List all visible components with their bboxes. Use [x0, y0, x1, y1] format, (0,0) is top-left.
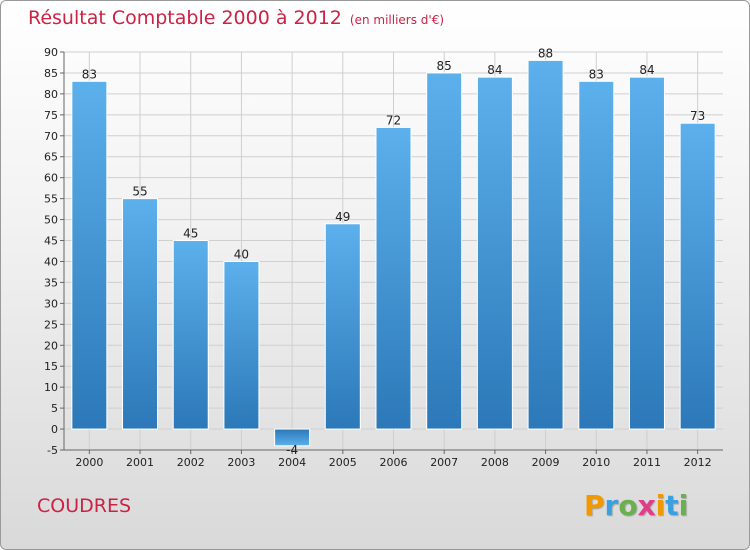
data-label-2009: 88: [538, 46, 553, 60]
y-tick-label: 65: [44, 151, 58, 164]
data-label-2008: 84: [487, 63, 502, 77]
chart-title: Résultat Comptable 2000 à 2012 (en millie…: [28, 7, 444, 29]
y-tick-label: 85: [44, 67, 58, 80]
y-tick-label: -5: [47, 444, 58, 457]
x-tick-label: 2007: [430, 456, 458, 469]
logo-letter: i: [678, 489, 689, 522]
bar-2006: [375, 126, 412, 430]
logo-letter: o: [618, 489, 638, 522]
bar-2002: [172, 240, 209, 430]
y-tick-label: 35: [44, 276, 58, 289]
x-tick-label: 2012: [684, 456, 712, 469]
y-tick-label: 80: [44, 88, 58, 101]
data-label-2005: 49: [335, 210, 350, 224]
x-tick-label: 2009: [532, 456, 560, 469]
place-name: COUDRES: [37, 495, 132, 517]
bar-2008: [476, 76, 513, 430]
data-label-2006: 72: [386, 113, 401, 127]
bar-2007: [426, 72, 463, 430]
data-label-2010: 83: [589, 67, 604, 81]
x-tick-label: 2004: [278, 456, 306, 469]
y-tick-label: 60: [44, 172, 58, 185]
proxiti-logo: Proxiti: [584, 489, 688, 522]
y-tick-label: 75: [44, 109, 58, 122]
bar-2005: [324, 223, 361, 430]
logo-letter: i: [655, 489, 666, 522]
y-tick-label: 30: [44, 297, 58, 310]
bar-2010: [578, 80, 615, 430]
x-tick-label: 2001: [126, 456, 154, 469]
data-label-2002: 45: [183, 227, 198, 241]
y-tick-label: 10: [44, 381, 58, 394]
y-tick-label: 15: [44, 360, 58, 373]
chart-subtitle: (en milliers d'€): [349, 13, 445, 27]
y-tick-label: 90: [44, 46, 58, 59]
y-tick-label: 40: [44, 255, 58, 268]
bar-2001: [122, 198, 159, 430]
bar-2004: [274, 428, 311, 447]
axis-layer: -5 0 5 10 15 20 25 30 35 40 45 50 55 60 65 70 75 80 85 90 20…: [44, 46, 723, 469]
data-label-2003: 40: [234, 247, 249, 261]
bar-2012: [679, 122, 716, 430]
data-label-2011: 84: [639, 63, 654, 77]
bar-2009: [527, 59, 564, 430]
y-tick-label: 70: [44, 130, 58, 143]
y-tick-label: 5: [51, 402, 58, 415]
data-label-2012: 73: [690, 109, 705, 123]
x-tick-label: 2006: [380, 456, 408, 469]
logo-letter: t: [665, 489, 679, 522]
logo-letter: x: [637, 489, 656, 522]
bar-2011: [628, 76, 665, 430]
data-label-2000: 83: [82, 67, 97, 81]
y-tick-label: 20: [44, 339, 58, 352]
label-layer: 83 55 45 40 -4 49 72 85 84 88 83 84 73: [82, 46, 706, 456]
x-tick-label: 2011: [633, 456, 661, 469]
data-label-2004: -4: [286, 443, 298, 457]
x-tick-label: 2003: [227, 456, 255, 469]
bar-2000: [71, 80, 108, 430]
data-label-2001: 55: [132, 185, 147, 199]
x-tick-label: 2002: [177, 456, 205, 469]
x-tick-label: 2010: [582, 456, 610, 469]
y-tick-label: 50: [44, 214, 58, 227]
y-tick-label: 45: [44, 235, 58, 248]
chart-title-text: Résultat Comptable 2000 à 2012: [28, 7, 342, 29]
x-tick-label: 2008: [481, 456, 509, 469]
data-label-2007: 85: [437, 59, 452, 73]
logo-letter: r: [604, 489, 619, 522]
bar-layer: [71, 59, 716, 447]
x-tick-label: 2005: [329, 456, 357, 469]
y-tick-label: 25: [44, 318, 58, 331]
logo-letter: P: [584, 489, 605, 522]
x-tick-label: 2000: [75, 456, 103, 469]
y-tick-label: 0: [51, 423, 58, 436]
bar-2003: [223, 260, 260, 430]
y-tick-label: 55: [44, 193, 58, 206]
